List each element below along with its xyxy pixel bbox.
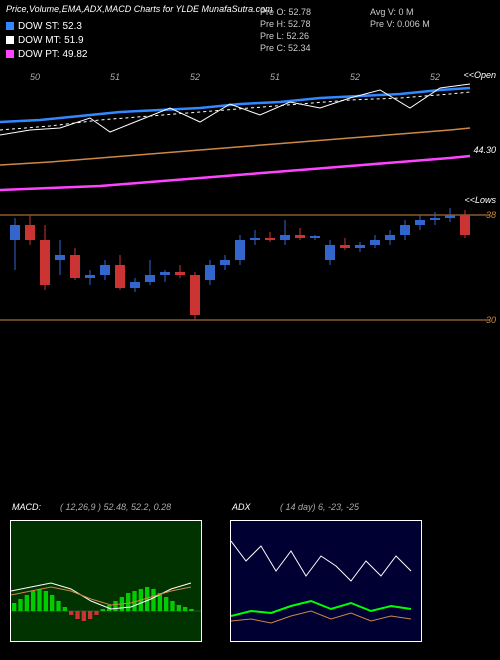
level-30: 30 — [486, 315, 496, 325]
chart-container: Price,Volume,EMA,ADX,MACD Charts for YLD… — [0, 0, 500, 660]
ohlc-info: Pre O: 52.78 Pre H: 52.78 Pre L: 52.26 P… — [260, 6, 311, 54]
legend-st: DOW ST: 52.3 — [6, 20, 87, 34]
main-price-chart — [0, 60, 500, 350]
x-tick: 51 — [270, 72, 280, 82]
chart-title: Price,Volume,EMA,ADX,MACD Charts for YLD… — [6, 4, 273, 14]
legend-mt-label: DOW MT: 51.9 — [18, 35, 84, 46]
x-tick: 52 — [190, 72, 200, 82]
x-tick: 52 — [430, 72, 440, 82]
x-tick: 50 — [30, 72, 40, 82]
legend-st-color — [6, 22, 14, 30]
pre-open: Pre O: 52.78 — [260, 6, 311, 18]
adx-detail: ( 14 day) 6, -23, -25 — [280, 502, 359, 512]
macd-label: MACD: — [12, 502, 41, 512]
legend-pt-label: DOW PT: 49.82 — [18, 49, 87, 60]
adx-label: ADX — [232, 502, 251, 512]
lows-tag: <<Lows — [464, 195, 496, 205]
pre-high: Pre H: 52.78 — [260, 18, 311, 30]
legend-mt: DOW MT: 51.9 — [6, 34, 87, 48]
level-38: 38 — [486, 210, 496, 220]
avg-volume: Avg V: 0 M — [370, 6, 430, 18]
legend-pt-color — [6, 50, 14, 58]
legend-mt-color — [6, 36, 14, 44]
macd-chart — [10, 520, 202, 642]
x-tick: 51 — [110, 72, 120, 82]
adx-chart — [230, 520, 422, 642]
pre-volume: Pre V: 0.006 M — [370, 18, 430, 30]
open-tag: <<Open — [463, 70, 496, 80]
pre-close: Pre C: 52.34 — [260, 42, 311, 54]
macd-detail: ( 12,26,9 ) 52.48, 52.2, 0.28 — [60, 502, 171, 512]
legend: DOW ST: 52.3 DOW MT: 51.9 DOW PT: 49.82 — [6, 20, 87, 62]
x-tick: 52 — [350, 72, 360, 82]
legend-st-label: DOW ST: 52.3 — [18, 21, 82, 32]
price-label: 44.30 — [473, 145, 496, 155]
pre-low: Pre L: 52.26 — [260, 30, 311, 42]
volume-info: Avg V: 0 M Pre V: 0.006 M — [370, 6, 430, 30]
